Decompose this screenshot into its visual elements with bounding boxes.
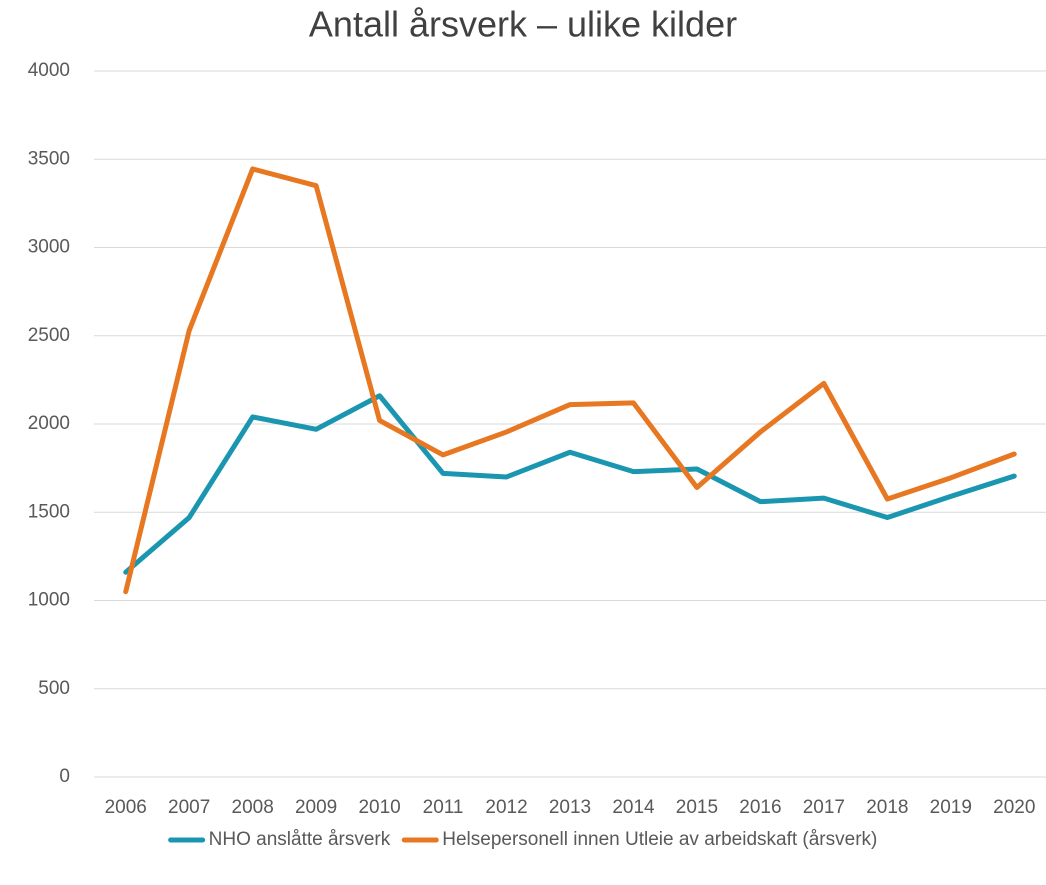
y-tick-label: 4000 <box>28 60 70 81</box>
y-tick-label: 3000 <box>28 237 70 258</box>
x-tick-label: 2010 <box>358 797 400 818</box>
x-tick-label: 2015 <box>676 797 718 818</box>
y-tick-label: 2500 <box>28 325 70 346</box>
x-tick-label: 2012 <box>485 797 527 818</box>
x-tick-label: 2019 <box>930 797 972 818</box>
x-tick-label: 2009 <box>295 797 337 818</box>
y-tick-label: 0 <box>59 766 70 787</box>
x-tick-label: 2017 <box>803 797 845 818</box>
y-tick-label: 3500 <box>28 148 70 169</box>
legend-label: NHO anslåtte årsverk <box>209 829 391 850</box>
y-tick-label: 2000 <box>28 413 70 434</box>
y-tick-label: 1500 <box>28 501 70 522</box>
series-line <box>123 393 1017 575</box>
x-tick-label: 2013 <box>549 797 591 818</box>
x-tick-label: 2018 <box>866 797 908 818</box>
x-tick-label: 2011 <box>423 797 464 818</box>
series-line <box>123 166 1017 595</box>
chart-title: Antall årsverk – ulike kilder <box>309 4 737 45</box>
x-tick-label: 2014 <box>612 797 655 818</box>
x-tick-label: 2016 <box>739 797 781 818</box>
y-tick-label: 500 <box>38 678 70 699</box>
x-tick-label: 2007 <box>168 797 210 818</box>
legend-label: Helsepersonell innen Utleie av arbeidska… <box>442 829 877 850</box>
x-tick-label: 2008 <box>232 797 274 818</box>
y-tick-label: 1000 <box>28 590 70 611</box>
x-tick-label: 2006 <box>105 797 147 818</box>
x-tick-label: 2020 <box>993 797 1035 818</box>
